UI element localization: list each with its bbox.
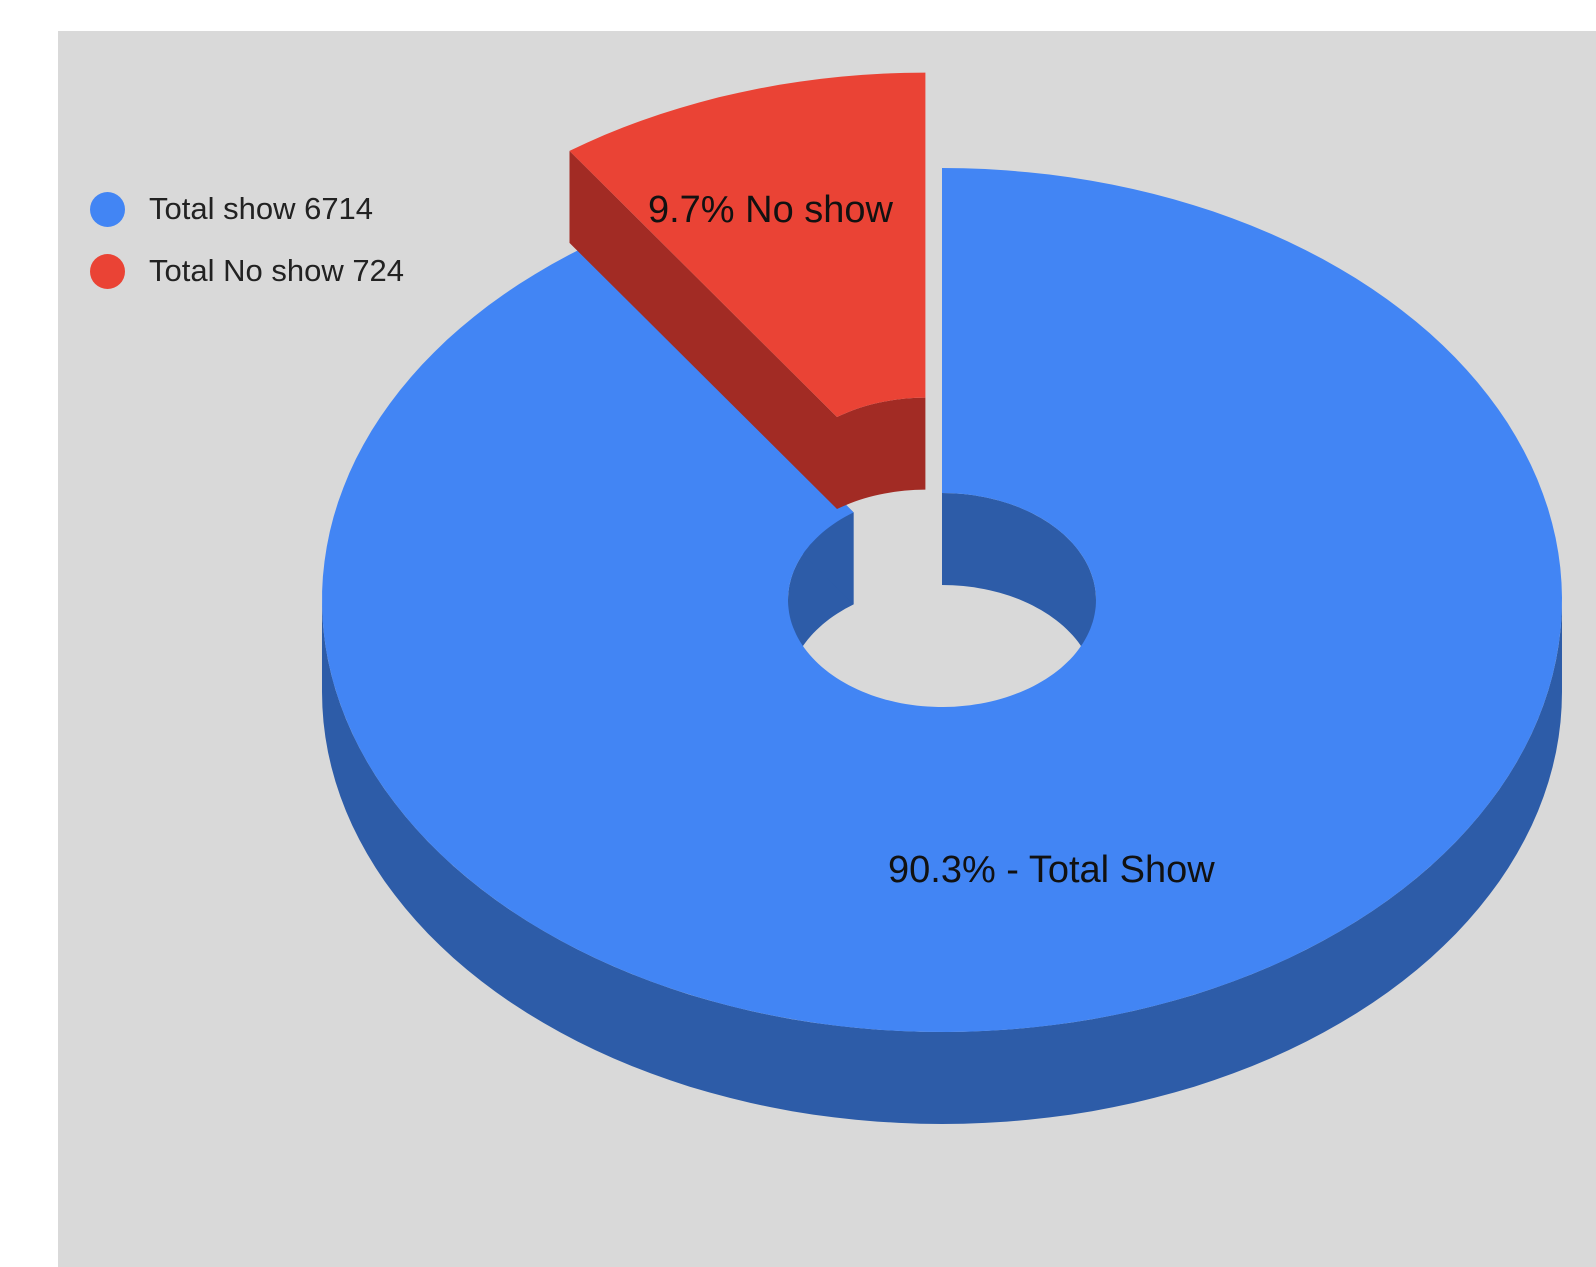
- legend-item-total-no-show[interactable]: Total No show 724: [90, 240, 404, 302]
- legend-item-total-show[interactable]: Total show 6714: [90, 178, 404, 240]
- legend-marker-total-no-show: [90, 253, 125, 289]
- total-no-show-slice-top: [569, 72, 926, 417]
- total-no-show-inner-wall: [837, 397, 926, 509]
- total-no-show-slice-label: 9.7% No show: [648, 189, 894, 231]
- total-show-outer-wall: [322, 600, 1562, 1124]
- total-show-inner-wall: [942, 493, 1096, 692]
- legend-label-total-no-show: Total No show 724: [149, 253, 405, 288]
- chart-legend: Total show 6714 Total No show 724: [90, 178, 404, 302]
- legend-label-total-show: Total show 6714: [149, 191, 374, 226]
- total-no-show-cut-face-0: [569, 150, 837, 509]
- legend-marker-total-show: [90, 191, 125, 227]
- total-show-slice-label: 90.3% - Total Show: [888, 849, 1215, 891]
- total-show-slice-top: [322, 168, 1563, 1032]
